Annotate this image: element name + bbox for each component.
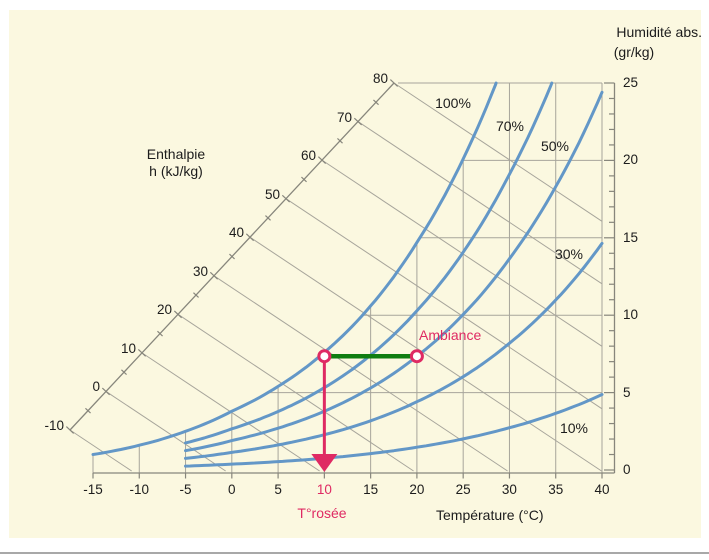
rh-curve-50: [184, 90, 604, 453]
humidity-axis-title-line2: (gr/kg): [613, 44, 655, 60]
enthalpy-tick-label: 20: [156, 302, 172, 318]
enthalpy-tick-label: 0: [92, 379, 100, 395]
humidity-tick-label: 10: [623, 307, 639, 323]
enthalpy-tick: [301, 176, 307, 183]
enthalpy-axis-title-line1: Enthalpie: [146, 146, 206, 162]
x-tick-label: 35: [548, 482, 564, 497]
x-tick-label: 30: [501, 482, 517, 497]
enthalpy-tick: [373, 99, 379, 106]
x-tick-label: 25: [455, 482, 471, 497]
x-tick-label: 15: [363, 482, 379, 497]
humidity-tick-label: 0: [623, 462, 631, 477]
enthalpy-tick-label: 30: [192, 263, 208, 279]
enthalpy-tick: [389, 79, 399, 87]
enthalpy-line: [393, 82, 603, 222]
enthalpy-tick: [353, 117, 363, 126]
x-tick-label: 20: [409, 482, 425, 497]
ambiance-point-marker: [409, 349, 424, 364]
enthalpy-tick-label: 70: [336, 109, 352, 125]
dew-point-label: T°rosée: [297, 505, 347, 521]
page-divider-rule: [0, 552, 709, 554]
humidity-axis-title-line1: Humidité abs.: [616, 24, 702, 40]
enthalpy-tick: [281, 194, 291, 203]
enthalpy-line: [357, 121, 603, 285]
enthalpy-tick: [157, 330, 163, 337]
enthalpy-tick: [193, 292, 199, 298]
enthalpy-tick: [173, 310, 183, 319]
rh-curve-30: [184, 241, 604, 460]
ambiance-label: Ambiance: [419, 327, 482, 343]
rh-curve-100: [91, 81, 498, 456]
enthalpy-tick-label: 50: [264, 186, 280, 202]
enthalpy-tick-label: 10: [120, 340, 136, 356]
enthalpy-tick: [337, 138, 343, 144]
enthalpy-tick: [121, 369, 127, 375]
x-tick-label: -10: [129, 482, 150, 497]
humidity-tick-label: 20: [623, 152, 639, 168]
x-tick-label: 5: [274, 482, 282, 497]
enthalpy-tick-label: 40: [228, 225, 244, 241]
enthalpy-line: [285, 198, 603, 410]
enthalpy-line: [249, 236, 602, 472]
x-tick-label: 0: [228, 482, 236, 497]
dew-point-marker: [317, 349, 332, 364]
enthalpy-tick: [265, 215, 271, 221]
humidity-tick-label: 5: [623, 384, 631, 400]
x-tick-label: -15: [83, 482, 103, 497]
enthalpy-tick: [317, 156, 327, 164]
x-tick-label: 10: [316, 482, 332, 497]
humidity-tick-label: 15: [623, 229, 639, 245]
x-tick-label: -5: [179, 482, 192, 497]
enthalpy-tick-label: 60: [300, 148, 316, 164]
enthalpy-axis-title-line2: h (kJ/kg): [149, 163, 203, 179]
enthalpy-tick: [85, 407, 91, 414]
humidity-tick-label: 25: [623, 75, 639, 90]
enthalpy-tick: [245, 233, 255, 242]
enthalpy-tick: [137, 349, 147, 357]
rh-curve-label-10: 10%: [559, 420, 589, 436]
x-tick-label: 40: [594, 482, 610, 497]
enthalpy-line: [69, 429, 132, 472]
enthalpy-tick: [101, 387, 111, 396]
enthalpy-tick: [229, 253, 235, 260]
rh-curve-label-70: 70%: [495, 118, 525, 134]
dew-arrow-head: [311, 454, 338, 472]
enthalpy-tick: [209, 271, 219, 280]
enthalpy-tick: [65, 426, 75, 434]
rh-curve-label-30: 30%: [554, 246, 584, 262]
rh-curve-label-50: 50%: [540, 138, 570, 154]
temperature-axis-title: Température (°C): [436, 507, 544, 523]
rh-curve-10: [184, 393, 604, 468]
enthalpy-tick-label: -10: [44, 418, 64, 433]
enthalpy-line: [177, 313, 414, 472]
rh-curve-label-100: 100%: [435, 95, 471, 111]
enthalpy-line: [105, 391, 226, 472]
enthalpy-tick-label: 80: [372, 71, 388, 86]
